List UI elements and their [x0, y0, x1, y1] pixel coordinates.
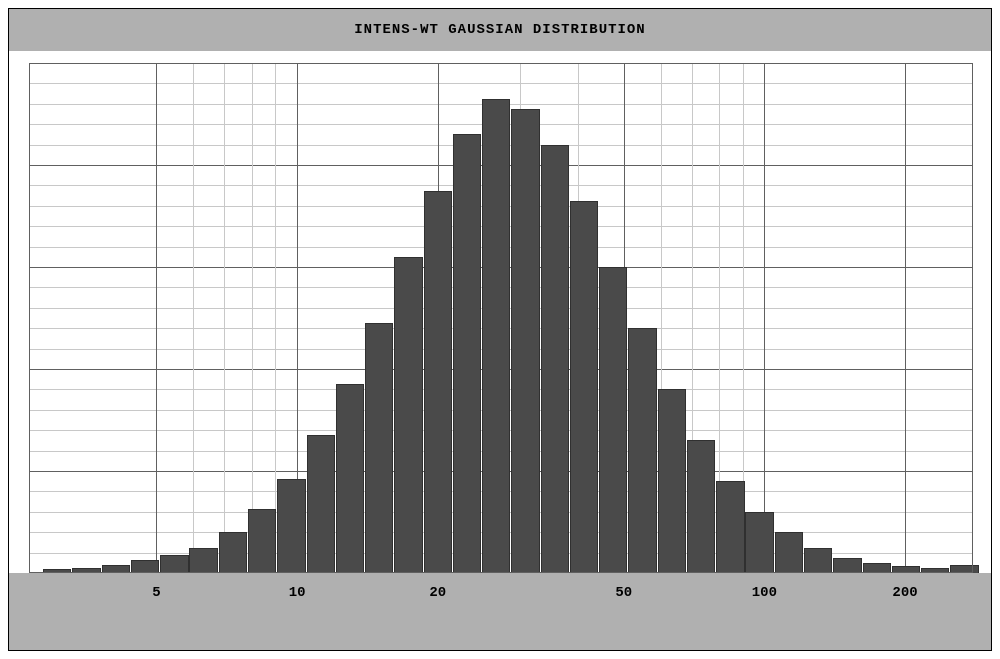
- histogram-bar: [365, 323, 393, 573]
- histogram-bar: [453, 134, 481, 573]
- histogram-bar: [892, 566, 920, 573]
- histogram-bar: [482, 99, 510, 573]
- histogram-bar: [804, 548, 832, 574]
- gridline-h-minor: [29, 83, 973, 84]
- gridline-v-minor: [193, 63, 194, 573]
- gridline-v-major: [156, 63, 157, 573]
- histogram-bar: [716, 481, 744, 573]
- histogram-bar: [189, 548, 217, 574]
- histogram-bar: [394, 257, 422, 573]
- histogram-bar: [160, 555, 188, 573]
- histogram-bar: [833, 558, 861, 573]
- x-tick-label: 10: [289, 585, 306, 601]
- chart-header: INTENS-WT GAUSSIAN DISTRIBUTION: [9, 9, 991, 51]
- histogram-bar: [102, 565, 130, 573]
- histogram-bar: [219, 532, 247, 573]
- histogram-bar: [248, 509, 276, 573]
- gridline-v-minor: [252, 63, 253, 573]
- x-tick-label: 5: [152, 585, 160, 601]
- gridline-v-minor: [224, 63, 225, 573]
- gridline-v-major: [764, 63, 765, 573]
- histogram-bar: [775, 532, 803, 573]
- x-tick-label: 200: [892, 585, 917, 601]
- chart-title: INTENS-WT GAUSSIAN DISTRIBUTION: [354, 22, 645, 38]
- histogram-bar: [658, 389, 686, 573]
- histogram-bar: [745, 512, 773, 573]
- gridline-h-major: [29, 63, 973, 64]
- x-tick-label: 50: [615, 585, 632, 601]
- histogram-bar: [424, 191, 452, 574]
- histogram-bar: [131, 560, 159, 573]
- chart-container: INTENS-WT GAUSSIAN DISTRIBUTION 5 10 20 50 1…: [8, 8, 992, 651]
- histogram-bar: [336, 384, 364, 573]
- histogram-bar: [628, 328, 656, 573]
- histogram-bar: [277, 479, 305, 573]
- histogram-bar: [599, 267, 627, 573]
- histogram-bar: [307, 435, 335, 573]
- x-tick-label: 100: [752, 585, 777, 601]
- chart-plot-area: [29, 63, 973, 573]
- histogram-bar: [570, 201, 598, 573]
- histogram-bar: [541, 145, 569, 573]
- histogram-bar: [511, 109, 539, 573]
- histogram-bar: [687, 440, 715, 573]
- histogram-bar: [863, 563, 891, 573]
- gridline-v-minor: [275, 63, 276, 573]
- x-tick-label: 20: [429, 585, 446, 601]
- histogram-bar: [950, 565, 978, 573]
- chart-x-axis-band: 5 10 20 50 100 200: [9, 573, 991, 650]
- gridline-v-major: [905, 63, 906, 573]
